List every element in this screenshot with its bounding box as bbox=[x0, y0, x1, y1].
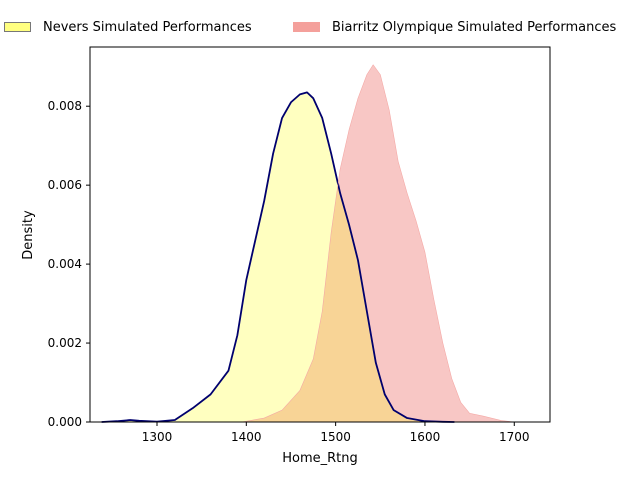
x-axis-ticks: 1300 1400 1500 1600 1700 bbox=[142, 422, 530, 444]
x-tick-label: 1400 bbox=[231, 430, 262, 444]
y-tick-label: 0.008 bbox=[48, 99, 82, 113]
density-area-biarritz bbox=[241, 64, 515, 422]
y-axis-label: Density bbox=[21, 210, 36, 260]
legend-item-biarritz: Biarritz Olympique Simulated Performance… bbox=[293, 18, 616, 36]
y-tick-label: 0.006 bbox=[48, 178, 82, 192]
y-tick-label: 0.000 bbox=[48, 415, 82, 429]
x-tick-label: 1300 bbox=[142, 430, 173, 444]
legend-label-nevers: Nevers Simulated Performances bbox=[43, 19, 252, 35]
plot-frame bbox=[89, 46, 551, 423]
density-areas bbox=[101, 64, 515, 423]
axes bbox=[89, 46, 551, 423]
y-tick-label: 0.002 bbox=[48, 336, 82, 350]
legend-label-biarritz: Biarritz Olympique Simulated Performance… bbox=[332, 19, 617, 35]
x-tick-label: 1500 bbox=[320, 430, 351, 444]
y-tick-label: 0.004 bbox=[48, 257, 82, 271]
x-axis-label: Home_Rtng bbox=[282, 451, 358, 466]
density-line-biarritz bbox=[241, 64, 515, 423]
density-line-nevers bbox=[101, 91, 455, 423]
x-tick-label: 1600 bbox=[410, 430, 441, 444]
legend-swatch-nevers bbox=[4, 22, 31, 32]
legend-swatch-biarritz bbox=[293, 22, 320, 32]
x-tick-label: 1700 bbox=[499, 430, 530, 444]
legend-item-nevers: Nevers Simulated Performances bbox=[4, 18, 252, 36]
y-axis-ticks: 0.000 0.002 0.004 0.006 0.008 bbox=[48, 99, 90, 429]
